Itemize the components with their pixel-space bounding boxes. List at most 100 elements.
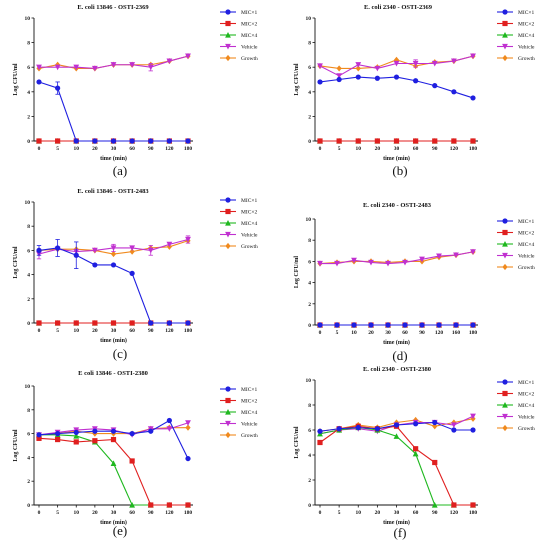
x-tick-label: 30 <box>394 510 400 516</box>
data-point <box>355 424 361 431</box>
data-point <box>185 138 191 144</box>
data-point <box>73 64 80 71</box>
legend-entry: MIC×4 <box>241 33 257 39</box>
data-point <box>55 320 61 326</box>
data-point <box>92 262 98 268</box>
x-axis-label: time (min) <box>100 519 127 526</box>
data-point <box>351 322 357 328</box>
y-tick-label: 6 <box>27 65 30 71</box>
legend-marker <box>225 420 231 427</box>
data-point <box>450 422 457 428</box>
data-point <box>355 62 362 68</box>
legend-entry: MIC×2 <box>241 22 257 28</box>
y-tick-label: 0 <box>27 321 30 327</box>
legend-entry: Vehicle <box>518 415 535 421</box>
data-point <box>385 260 391 267</box>
data-point <box>92 320 98 326</box>
chart-title: E. coli 13846 - OSTI-2369 <box>77 4 149 11</box>
data-point <box>470 413 476 420</box>
data-point <box>92 438 98 444</box>
x-tick-label: 20 <box>375 510 381 516</box>
x-tick-label: 60 <box>402 330 408 336</box>
series-micx4 <box>317 424 476 508</box>
x-tick-label: 120 <box>165 146 174 152</box>
data-point <box>470 502 476 508</box>
series-micx1 <box>317 419 476 434</box>
data-point <box>432 459 438 466</box>
data-point <box>431 60 438 67</box>
data-point <box>317 63 323 69</box>
y-tick-label: 6 <box>308 259 311 265</box>
y-axis-label: Log CFU/ml <box>13 246 19 278</box>
x-axis-label: time (min) <box>383 155 410 162</box>
data-point <box>374 426 380 432</box>
data-point <box>110 320 117 326</box>
data-point <box>336 138 342 144</box>
data-point <box>73 252 79 258</box>
x-tick-label: 180 <box>184 146 193 152</box>
x-tick-label: 30 <box>111 510 117 516</box>
series-micx1 <box>36 417 191 462</box>
data-point <box>402 322 408 328</box>
series-micx1 <box>36 79 191 144</box>
series-micx1 <box>317 74 476 101</box>
data-point <box>419 322 425 328</box>
legend-marker <box>502 413 508 420</box>
legend-entry: MIC×1 <box>518 10 534 16</box>
x-tick-label: 180 <box>469 330 478 336</box>
legend-marker <box>502 424 508 432</box>
data-point <box>355 138 361 144</box>
data-point <box>36 320 42 326</box>
y-tick-label: 2 <box>27 114 30 120</box>
data-point <box>110 62 117 68</box>
legend-entry: Growth <box>241 56 258 62</box>
chart-panel-f: E. coli 2340 - OSTI-2380 0 2 4 6 8 10 0 5 10 20 30 6… <box>294 366 535 540</box>
x-tick-label: 60 <box>129 510 135 516</box>
data-point <box>355 74 361 80</box>
data-point <box>110 460 117 466</box>
legend-entry: MIC×1 <box>241 387 257 393</box>
x-tick-label: 160 <box>452 330 461 336</box>
data-point <box>432 419 438 426</box>
data-point <box>317 322 323 328</box>
y-tick-label: 6 <box>27 248 30 254</box>
chart-panel-c: E. coli 13846 - OSTI-2483 0 2 4 6 8 10 0 5 10 20 30… <box>13 188 258 361</box>
x-tick-label: 120 <box>165 328 174 334</box>
data-point <box>36 64 42 71</box>
legend-entry: Vehicle <box>518 45 535 51</box>
data-point <box>470 138 476 144</box>
x-tick-label: 5 <box>338 146 341 152</box>
data-point <box>129 245 136 251</box>
data-point <box>166 241 173 248</box>
chart-panel-a: E. coli 13846 - OSTI-2369 0 2 4 6 8 10 0 5 10 20 30… <box>13 4 258 178</box>
x-tick-label: 0 <box>319 510 322 516</box>
data-point <box>450 58 457 65</box>
data-point <box>185 53 191 60</box>
data-point <box>336 73 343 79</box>
x-tick-label: 20 <box>92 510 98 516</box>
y-tick-label: 2 <box>27 479 30 485</box>
series-line <box>319 426 473 506</box>
x-tick-label: 30 <box>111 328 117 334</box>
legend-marker <box>225 20 231 27</box>
x-tick-label: 10 <box>74 510 80 516</box>
x-tick-label: 90 <box>432 510 438 516</box>
legend-entry: MIC×4 <box>518 242 534 248</box>
legend-marker <box>502 43 508 50</box>
legend-marker <box>502 32 508 38</box>
data-point <box>393 433 400 439</box>
y-tick-label: 4 <box>308 453 311 459</box>
panel-label: (c) <box>113 346 127 361</box>
data-point <box>36 432 42 438</box>
legend-entry: MIC×4 <box>518 403 534 409</box>
data-point <box>129 502 136 508</box>
x-tick-label: 20 <box>375 146 381 152</box>
data-point <box>129 320 135 326</box>
y-axis-label: Log CFU/ml <box>294 426 300 458</box>
data-point <box>451 502 457 508</box>
data-point <box>166 426 173 432</box>
data-point <box>393 74 400 80</box>
x-tick-label: 10 <box>356 146 362 152</box>
data-point <box>470 427 476 433</box>
y-tick-label: 10 <box>25 200 31 206</box>
